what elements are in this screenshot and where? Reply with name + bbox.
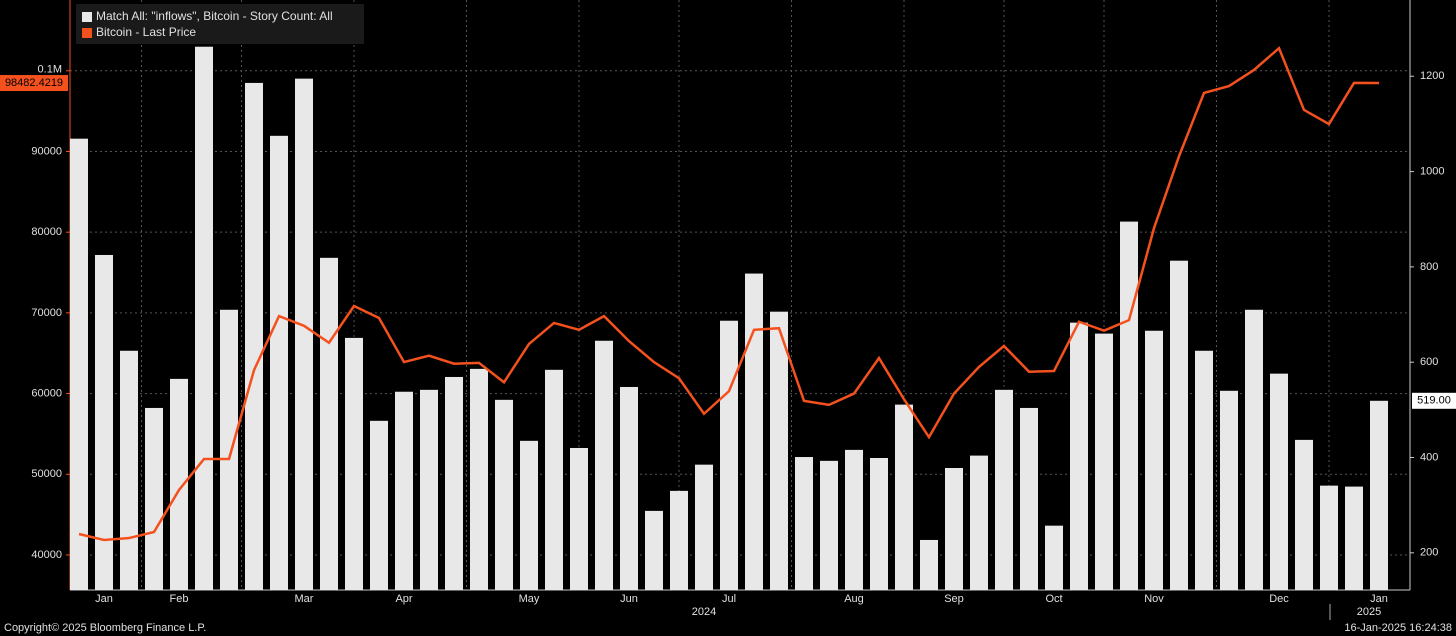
bar	[170, 378, 188, 590]
bar	[895, 404, 913, 590]
bar	[1270, 373, 1288, 590]
bar	[545, 369, 563, 590]
bar	[220, 309, 238, 590]
last-count-tag	[1412, 392, 1456, 409]
y-tick-label: 60000	[31, 387, 62, 399]
bar	[95, 254, 113, 590]
x-tick-label: Oct	[1045, 593, 1062, 605]
x-tick-label: Jan	[1370, 593, 1388, 605]
y-tick-label: 40000	[31, 549, 62, 561]
legend-label: Bitcoin - Last Price	[96, 25, 196, 39]
bar	[345, 337, 363, 590]
bar	[1120, 221, 1138, 591]
bar	[120, 350, 138, 590]
y-tick-label: 80000	[31, 226, 62, 238]
bar	[320, 257, 338, 590]
bar	[995, 389, 1013, 590]
bar	[620, 386, 638, 590]
y2-tick-label: 600	[1420, 356, 1438, 368]
x-tick-label: Mar	[295, 593, 314, 605]
y-tick-label: 90000	[31, 145, 62, 157]
x-group-label: 2024	[692, 606, 716, 618]
bar	[970, 455, 988, 590]
last-price-tag	[0, 75, 68, 92]
bar	[1320, 485, 1338, 590]
bar	[645, 510, 663, 590]
bar	[1345, 486, 1363, 590]
bar	[270, 135, 288, 590]
bar	[1220, 390, 1238, 590]
bar	[870, 457, 888, 590]
bar	[1020, 407, 1038, 590]
bar	[70, 138, 88, 591]
x-tick-label: Dec	[1269, 593, 1289, 605]
y-tick-label: 0.1M	[38, 64, 62, 76]
bar	[470, 368, 488, 590]
bar	[245, 82, 263, 590]
bar	[420, 389, 438, 590]
legend-label: Match All: "inflows", Bitcoin - Story Co…	[96, 9, 333, 23]
x-tick-label: Jun	[620, 593, 638, 605]
x-tick-label: Jan	[95, 593, 113, 605]
bar	[570, 447, 588, 590]
bar	[1195, 350, 1213, 590]
footer-right: 16-Jan-2025 16:24:38	[1344, 622, 1452, 634]
bar	[1095, 333, 1113, 590]
x-tick-label: Jul	[722, 593, 736, 605]
y2-tick-label: 400	[1420, 451, 1438, 463]
x-group-label: 2025	[1357, 606, 1381, 618]
bar	[1070, 322, 1088, 590]
bar	[820, 460, 838, 590]
bar	[745, 273, 763, 590]
bar	[520, 440, 538, 590]
bar	[595, 340, 613, 590]
y2-tick-label: 200	[1420, 547, 1438, 559]
bar	[395, 391, 413, 590]
y-tick-label: 70000	[31, 307, 62, 319]
bar	[845, 449, 863, 590]
bar	[195, 46, 213, 591]
last-price-label: 98482.4219	[5, 77, 63, 89]
bar	[295, 78, 313, 591]
footer-left: Copyright© 2025 Bloomberg Finance L.P.	[4, 622, 206, 634]
y2-tick-label: 1000	[1420, 165, 1444, 177]
bar	[1145, 330, 1163, 590]
x-tick-label: Aug	[844, 593, 864, 605]
x-tick-label: Sep	[944, 593, 964, 605]
bar	[695, 464, 713, 590]
bar	[770, 311, 788, 590]
x-tick-label: Nov	[1144, 593, 1164, 605]
bar	[1245, 309, 1263, 590]
bar	[495, 399, 513, 590]
x-tick-label: Apr	[395, 593, 412, 605]
price-line	[78, 46, 1380, 542]
bar	[920, 539, 938, 590]
bar	[1295, 439, 1313, 590]
y2-tick-label: 800	[1420, 261, 1438, 273]
bar	[145, 407, 163, 590]
y-tick-label: 50000	[31, 468, 62, 480]
x-tick-label: May	[519, 593, 540, 605]
legend-swatch	[82, 12, 92, 22]
bar	[1045, 525, 1063, 590]
legend-box	[76, 4, 364, 44]
bar	[795, 457, 813, 590]
bar	[1170, 260, 1188, 590]
bar	[720, 320, 738, 590]
bar	[1370, 400, 1388, 590]
x-tick-label: Feb	[170, 593, 189, 605]
bar	[445, 376, 463, 590]
bar	[670, 490, 688, 590]
last-count-label: 519.00	[1417, 395, 1451, 407]
legend-swatch	[82, 28, 92, 38]
y2-tick-label: 1200	[1420, 70, 1444, 82]
bar	[370, 420, 388, 590]
bar	[945, 467, 963, 590]
